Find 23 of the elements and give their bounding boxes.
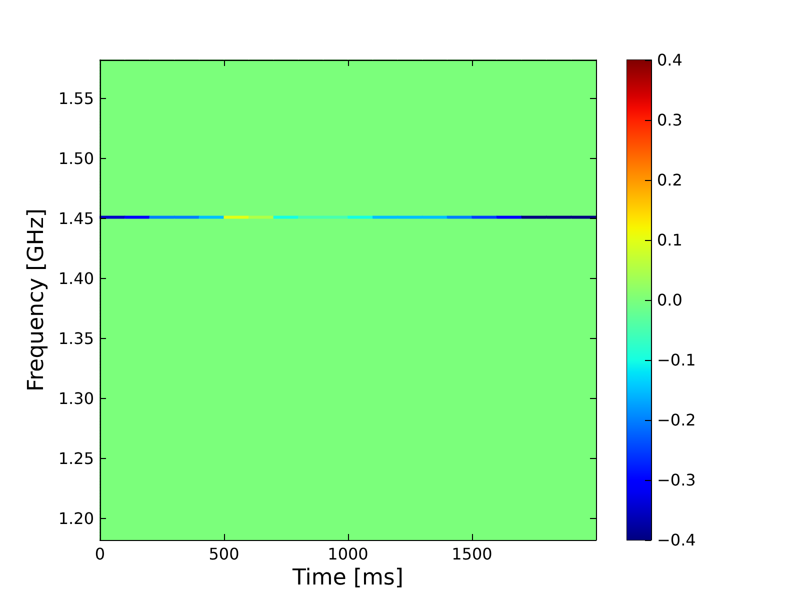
x-tick-label: 0	[94, 544, 106, 564]
x-tick-label: 1500	[452, 544, 492, 564]
color-bar-label: 0.4	[657, 50, 682, 70]
y-tick-label: 1.50	[58, 148, 94, 168]
x-tick-label: 500	[208, 544, 240, 564]
color-bar-label: 0.1	[657, 230, 682, 250]
y-tick-label: 1.55	[58, 88, 94, 108]
y-axis-title: Frequency [GHz]	[24, 208, 49, 392]
y-tick-label: 1.40	[58, 268, 94, 288]
y-tick-label: 1.30	[58, 388, 94, 408]
color-bar-label: −0.4	[657, 530, 696, 550]
color-bar-label: −0.3	[657, 470, 696, 490]
color-bar-label: 0.3	[657, 110, 682, 130]
color-bar-label: 0.2	[657, 170, 682, 190]
y-tick-label: 1.45	[58, 208, 94, 228]
x-tick-label: 1000	[328, 544, 368, 564]
y-tick-label: 1.25	[58, 448, 94, 468]
color-bar-label: −0.1	[657, 350, 696, 370]
y-tick-label: 1.20	[58, 508, 94, 528]
x-axis-title: Time [ms]	[292, 565, 404, 590]
color-bar-label: 0.0	[657, 290, 682, 310]
y-tick-label: 1.35	[58, 328, 94, 348]
color-bar-label: −0.2	[657, 410, 696, 430]
